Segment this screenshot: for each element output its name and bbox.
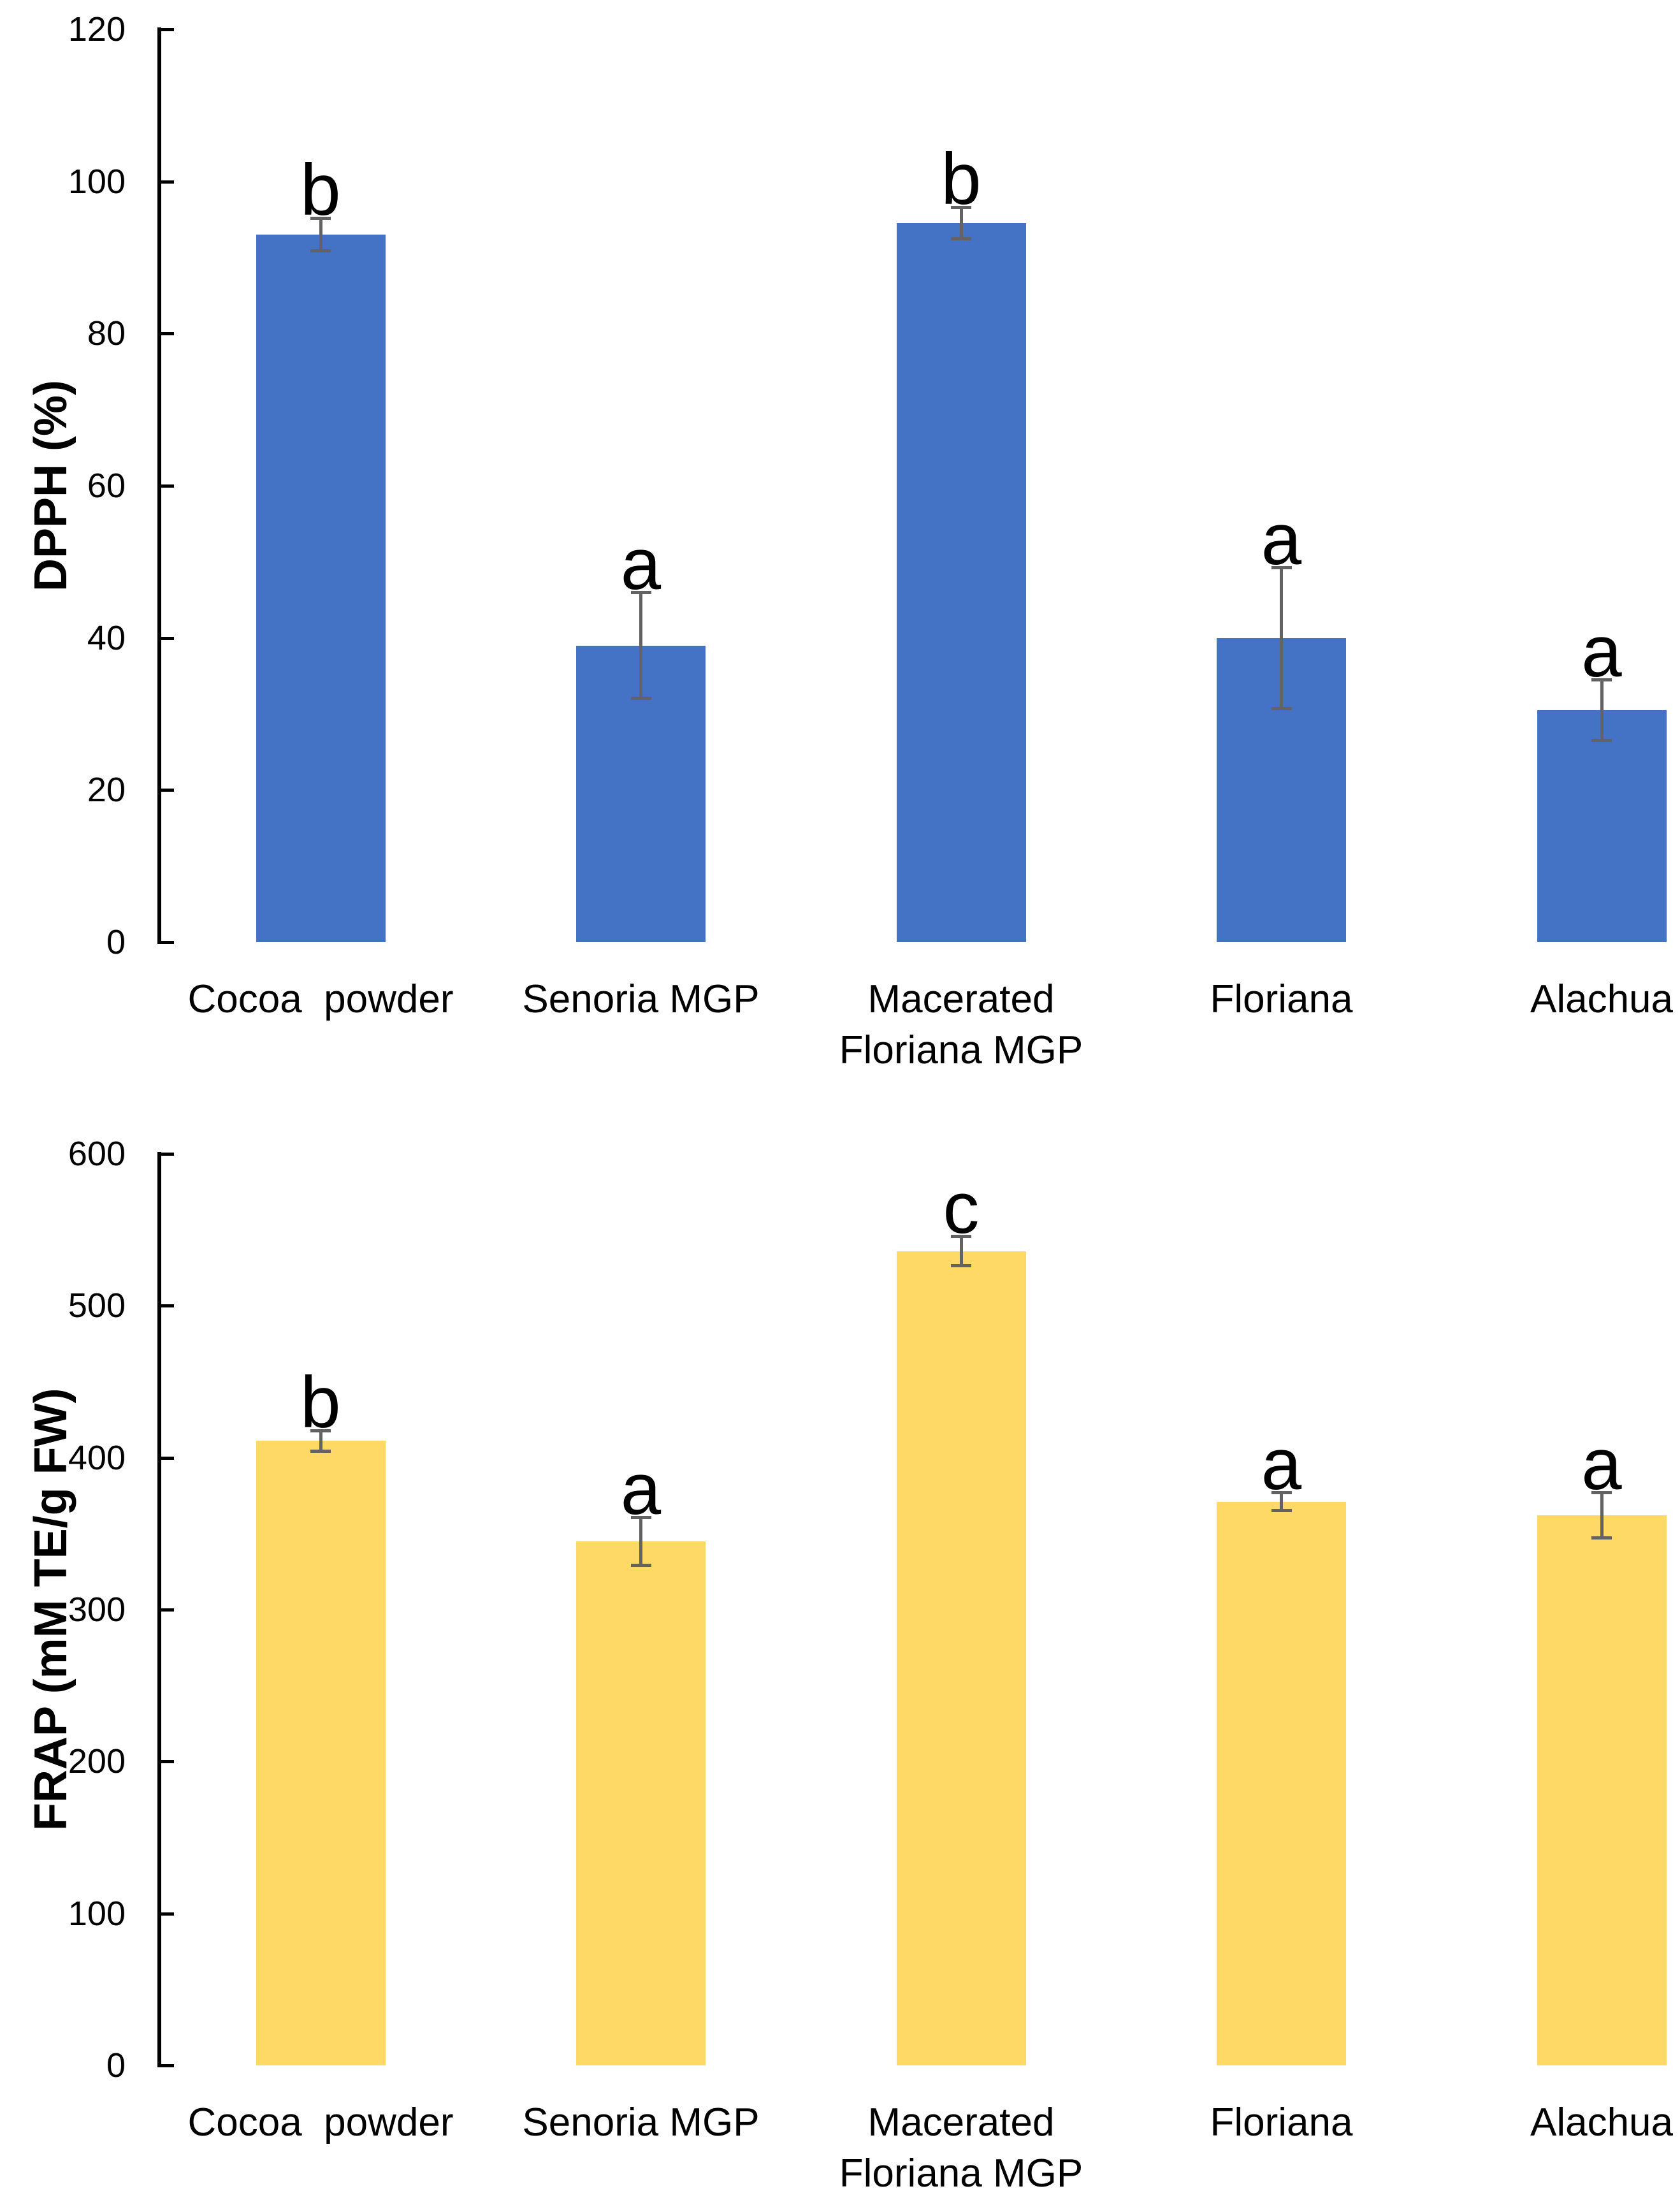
- error-bar: [959, 207, 963, 240]
- y-tick-label: 600: [68, 1135, 126, 1173]
- error-bar-top-cap: [951, 1234, 971, 1238]
- y-tick-mark: [161, 1153, 174, 1156]
- y-tick-label: 200: [68, 1742, 126, 1781]
- bar: [576, 645, 706, 942]
- significance-letter: b: [300, 149, 341, 231]
- y-tick-label: 120: [68, 10, 126, 48]
- y-axis-line: [157, 1152, 161, 2067]
- y-tick-label: 500: [68, 1286, 126, 1325]
- error-bar: [639, 1517, 642, 1566]
- bar: [576, 1541, 706, 2065]
- y-tick-label: 100: [68, 162, 126, 201]
- significance-letter: c: [943, 1167, 980, 1249]
- bar: [256, 235, 386, 942]
- y-tick-label: 80: [87, 314, 126, 353]
- error-bar: [319, 217, 322, 252]
- significance-letter: a: [620, 524, 662, 606]
- error-bar-bottom-cap: [951, 237, 971, 241]
- significance-letter: a: [1261, 499, 1302, 580]
- error-bar: [1600, 680, 1604, 741]
- bar: [896, 223, 1026, 942]
- y-tick-mark: [161, 789, 174, 792]
- y-tick-label: 100: [68, 1894, 126, 1933]
- y-tick-mark: [161, 180, 174, 184]
- error-bar-top-cap: [951, 206, 971, 210]
- error-bar-top-cap: [1271, 1491, 1292, 1495]
- frap-y-axis-title: FRAP (mM TE/g FW): [25, 1388, 76, 1831]
- category-label: Cocoa powder: [187, 2100, 454, 2144]
- category-label: Macerated Floriana MGP: [839, 977, 1083, 1072]
- y-tick-mark: [161, 1608, 174, 1612]
- error-bar-bottom-cap: [310, 249, 331, 253]
- bar: [1537, 710, 1667, 942]
- error-bar: [639, 592, 642, 699]
- dpph-y-axis-title: DPPH (%): [25, 380, 76, 592]
- y-tick-mark: [161, 1760, 174, 1764]
- bar: [1537, 1515, 1667, 2065]
- y-tick-label: 400: [68, 1438, 126, 1477]
- error-bar-bottom-cap: [1271, 1509, 1292, 1513]
- y-tick-label: 0: [106, 923, 126, 961]
- error-bar-top-cap: [1591, 678, 1612, 682]
- y-tick-mark: [161, 636, 174, 640]
- error-bar-top-cap: [630, 1515, 651, 1519]
- error-bar-top-cap: [630, 591, 651, 595]
- error-bar-bottom-cap: [1591, 1536, 1612, 1539]
- y-tick-label: 40: [87, 618, 126, 657]
- category-label: Macerated Floriana MGP: [839, 2100, 1083, 2195]
- category-label: Senoria MGP: [522, 2100, 760, 2144]
- error-bar-top-cap: [310, 1429, 331, 1432]
- error-bar: [959, 1235, 963, 1267]
- error-bar-bottom-cap: [1271, 706, 1292, 710]
- bar: [1217, 1501, 1346, 2065]
- y-tick-mark: [161, 28, 174, 31]
- category-label: Floriana: [1210, 2100, 1353, 2144]
- error-bar-bottom-cap: [630, 697, 651, 701]
- error-bar-bottom-cap: [1591, 738, 1612, 742]
- y-tick-mark: [161, 484, 174, 488]
- error-bar-bottom-cap: [310, 1450, 331, 1453]
- bar: [896, 1251, 1026, 2065]
- error-bar: [1280, 567, 1283, 709]
- y-axis-line: [157, 27, 161, 944]
- error-bar: [319, 1430, 322, 1452]
- y-tick-mark: [161, 1912, 174, 1916]
- bar: [1217, 637, 1346, 942]
- significance-letter: a: [1261, 1424, 1302, 1506]
- error-bar-top-cap: [1271, 565, 1292, 569]
- error-bar-top-cap: [1591, 1491, 1612, 1495]
- error-bar-top-cap: [310, 216, 331, 220]
- significance-letter: a: [1581, 1424, 1622, 1506]
- y-tick-label: 0: [106, 2046, 126, 2085]
- category-label: Floriana: [1210, 977, 1353, 1021]
- y-tick-mark: [161, 1456, 174, 1460]
- y-tick-mark: [161, 941, 174, 944]
- significance-letter: a: [620, 1448, 662, 1530]
- y-tick-label: 60: [87, 467, 126, 505]
- y-tick-label: 20: [87, 771, 126, 810]
- error-bar-bottom-cap: [951, 1264, 971, 1268]
- error-bar: [1600, 1492, 1604, 1538]
- significance-letter: b: [300, 1362, 341, 1443]
- y-tick-mark: [161, 2064, 174, 2067]
- significance-letter: a: [1581, 611, 1622, 693]
- significance-letter: b: [941, 139, 981, 221]
- bar: [256, 1441, 386, 2065]
- category-label: Cocoa powder: [187, 977, 454, 1021]
- y-tick-mark: [161, 332, 174, 336]
- error-bar-bottom-cap: [630, 1563, 651, 1567]
- category-label: Senoria MGP: [522, 977, 760, 1021]
- error-bar: [1280, 1492, 1283, 1511]
- y-tick-mark: [161, 1304, 174, 1308]
- category-label: Alachua: [1530, 977, 1674, 1021]
- y-tick-label: 300: [68, 1590, 126, 1629]
- category-label: Alachua: [1530, 2100, 1674, 2144]
